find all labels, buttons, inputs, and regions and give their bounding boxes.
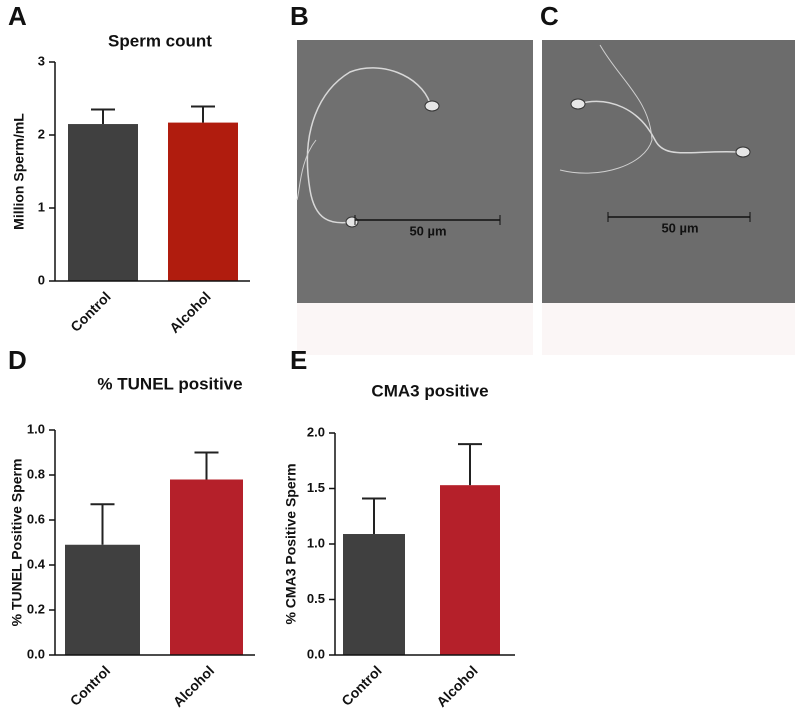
scale-bar-label: 50 µm <box>661 220 698 235</box>
chart-title: CMA3 positive <box>371 381 488 400</box>
panel-letter: C <box>540 1 559 31</box>
y-tick-label: 2 <box>38 126 45 141</box>
chart-title: Sperm count <box>108 31 212 50</box>
y-tick-label: 0.6 <box>27 511 45 526</box>
y-axis-label: Million Sperm/mL <box>11 113 27 230</box>
y-tick-label: 0.5 <box>307 591 325 606</box>
x-tick-label: Control <box>67 662 114 709</box>
micrograph-c <box>542 40 795 303</box>
y-tick-label: 1.5 <box>307 480 325 495</box>
panel-letter: E <box>290 345 307 375</box>
x-tick-label: Control <box>67 288 114 335</box>
y-tick-label: 0.4 <box>27 556 46 571</box>
image-margin <box>542 303 795 355</box>
bar <box>68 124 138 281</box>
bar <box>65 544 140 655</box>
bar <box>343 534 405 655</box>
image-margin <box>297 303 533 355</box>
y-tick-label: 1 <box>38 199 45 214</box>
x-tick-label: Alcohol <box>433 662 481 710</box>
bar <box>170 479 243 655</box>
y-tick-label: 0.8 <box>27 466 45 481</box>
y-tick-label: 0.0 <box>307 646 325 661</box>
y-tick-label: 1.0 <box>27 421 45 436</box>
panel-letter: B <box>290 1 309 31</box>
y-tick-label: 0.2 <box>27 601 45 616</box>
y-tick-label: 1.0 <box>307 535 325 550</box>
bar <box>440 485 500 655</box>
panel-letter: A <box>8 1 27 31</box>
x-tick-label: Alcohol <box>170 662 218 710</box>
y-tick-label: 0 <box>38 272 45 287</box>
y-axis-label: % CMA3 Positive Sperm <box>283 463 299 624</box>
y-axis-label: % TUNEL Positive Sperm <box>9 459 25 627</box>
y-tick-label: 3 <box>38 53 45 68</box>
scale-bar-label: 50 µm <box>409 223 446 238</box>
micrograph-b <box>296 40 533 303</box>
x-tick-label: Alcohol <box>166 288 214 336</box>
chart-title: % TUNEL positive <box>97 374 242 393</box>
x-tick-label: Control <box>338 662 385 709</box>
bar <box>168 122 238 281</box>
y-tick-label: 0.0 <box>27 646 45 661</box>
y-tick-label: 2.0 <box>307 424 325 439</box>
panel-letter: D <box>8 345 27 375</box>
